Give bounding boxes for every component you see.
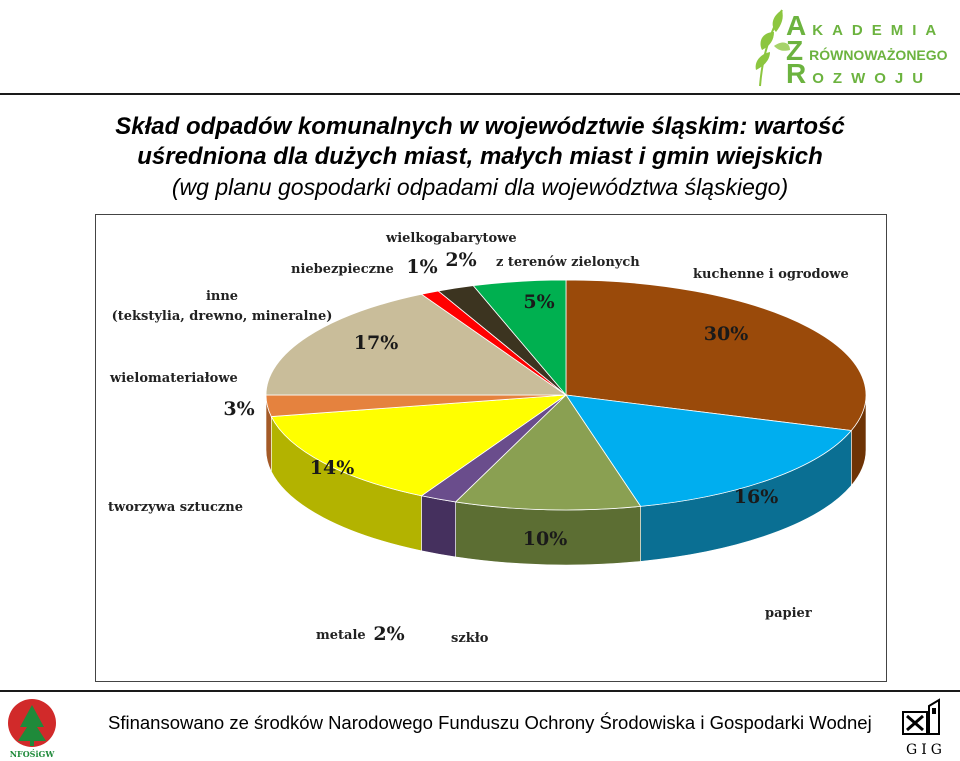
- brand-row-a: A KADEMIA: [786, 10, 946, 41]
- name-label-z-terenow-zielonych: z terenów zielonych: [496, 255, 640, 270]
- pie-category-labels: kuchenne i ogrodowe papier szkło metale twor…: [108, 231, 849, 646]
- tree-icon: [18, 705, 46, 741]
- pie-slice-inne-tekstylia-drewno-mineralne: [265, 293, 568, 396]
- name-label-niebezpieczne: niebezpieczne: [291, 262, 394, 277]
- nfosigw-logo: NFOŚiGW: [8, 699, 56, 759]
- pie-chart: 30% 16% 10% 2% 14% 3% 17% 1% 2% 5% kuchenne i ogr…: [108, 231, 867, 646]
- brand-row-z: Z RÓWNOWAŻONEGO: [786, 35, 948, 66]
- name-label-inne: inne: [206, 289, 238, 304]
- title-line-1: Skład odpadów komunalnych w województwie…: [115, 113, 845, 140]
- gig-hammer-icon: [902, 711, 928, 735]
- pie-slice-papier: [565, 394, 853, 507]
- pct-label-wielkogabarytowe: 2%: [445, 249, 476, 271]
- pie-slice-szklo: [454, 394, 642, 511]
- name-label-kuchenne-i-ogrodowe: kuchenne i ogrodowe: [693, 267, 849, 282]
- name-label-inne-detail: (tekstylia, drewno, mineralne): [112, 309, 333, 324]
- gig-label: GIG: [906, 742, 946, 758]
- pie-slices: [265, 279, 867, 511]
- brand-row-r: R OZWOJU: [786, 58, 933, 89]
- pct-label-z-terenow-zielonych: 5%: [523, 291, 554, 313]
- pct-label-tworzywa-sztuczne: 14%: [310, 457, 355, 479]
- pct-label-papier: 16%: [734, 486, 779, 508]
- name-label-papier: papier: [765, 606, 812, 621]
- leaf-icon: [755, 9, 790, 87]
- title-subtitle: (wg planu gospodarki odpadami dla wojewó…: [171, 174, 789, 200]
- pct-label-szklo: 10%: [523, 528, 568, 550]
- pct-label-inne-tekstylia-drewno-mineralne: 17%: [354, 332, 399, 354]
- name-label-metale: metale: [316, 628, 366, 643]
- footer-divider: [0, 690, 960, 692]
- pie-slice-tworzywa-sztuczne: [270, 394, 568, 497]
- name-label-szklo: szkło: [451, 631, 489, 646]
- nfosigw-label: NFOŚiGW: [10, 749, 56, 759]
- pct-label-kuchenne-i-ogrodowe: 30%: [704, 323, 749, 345]
- pie-slice-kuchenne-i-ogrodowe: [565, 279, 867, 431]
- pie-side-metale: [421, 495, 456, 558]
- gig-logo: GIG: [902, 698, 946, 758]
- header-divider: [0, 93, 960, 95]
- name-label-tworzywa-sztuczne: tworzywa sztuczne: [108, 500, 243, 515]
- chart-frame: 30% 16% 10% 2% 14% 3% 17% 1% 2% 5% kuchenne i ogr…: [95, 214, 887, 682]
- title-line-2: uśredniona dla dużych miast, małych mias…: [137, 143, 823, 170]
- name-label-wielkogabarytowe: wielkogabarytowe: [385, 231, 517, 246]
- akademia-logo: A KADEMIA Z RÓWNOWAŻONEGO R OZWOJU: [752, 2, 958, 89]
- name-label-wielomaterialowe: wielomateriałowe: [109, 371, 238, 386]
- pie-slice-z-terenow-zielonych: [472, 279, 567, 397]
- pie-percent-labels: 30% 16% 10% 2% 14% 3% 17% 1% 2% 5%: [223, 249, 778, 645]
- footer-text: Sfinansowano ze środków Narodowego Fundu…: [108, 712, 872, 733]
- pct-label-niebezpieczne: 1%: [406, 256, 437, 278]
- pct-label-metale: 2%: [373, 623, 404, 645]
- slide-title: Skład odpadów komunalnych w województwie…: [60, 112, 900, 203]
- gig-tower-icon: [928, 698, 940, 735]
- pct-label-wielomaterialowe: 3%: [223, 398, 254, 420]
